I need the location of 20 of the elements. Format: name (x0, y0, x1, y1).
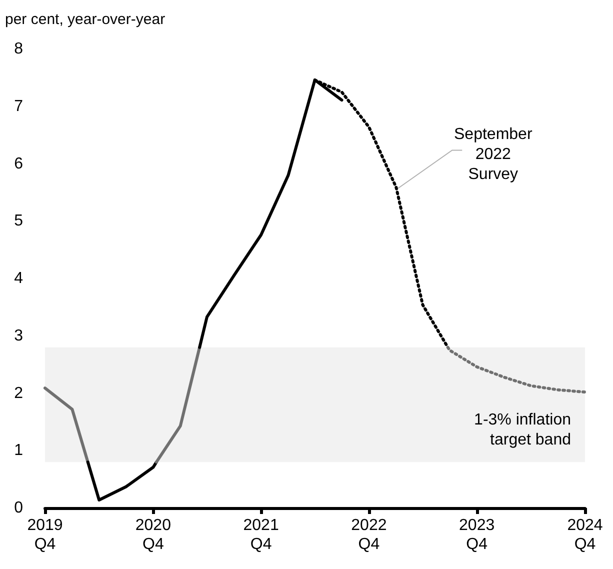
y-tick-label: 7 (14, 98, 24, 115)
y-tick-label: 0 (14, 500, 24, 516)
y-axis-title: per cent, year-over-year (5, 11, 166, 28)
band-label: 1-3% inflation target band (474, 412, 571, 449)
x-tick-label: 2021 Q4 (243, 517, 279, 553)
x-tick-label: 2023 Q4 (459, 517, 495, 553)
y-tick-label: 5 (14, 212, 24, 230)
line-series (446, 346, 586, 394)
x-tick-label: 2024 Q4 (567, 517, 603, 553)
line-series (86, 460, 158, 502)
y-tick-label: 3 (14, 327, 24, 344)
y-tick-label: 2 (14, 384, 24, 402)
y-tick-label: 1 (14, 442, 24, 460)
annotation: September 2022 Survey (454, 126, 533, 183)
x-tick-label: 2022 Q4 (351, 517, 387, 553)
y-tick-label: 8 (14, 40, 24, 58)
x-tick-label: 2019 Q4 (27, 517, 63, 553)
y-tick-label: 4 (14, 270, 24, 287)
y-tick-label: 6 (14, 155, 24, 172)
x-tick-label: 2020 Q4 (135, 517, 172, 553)
